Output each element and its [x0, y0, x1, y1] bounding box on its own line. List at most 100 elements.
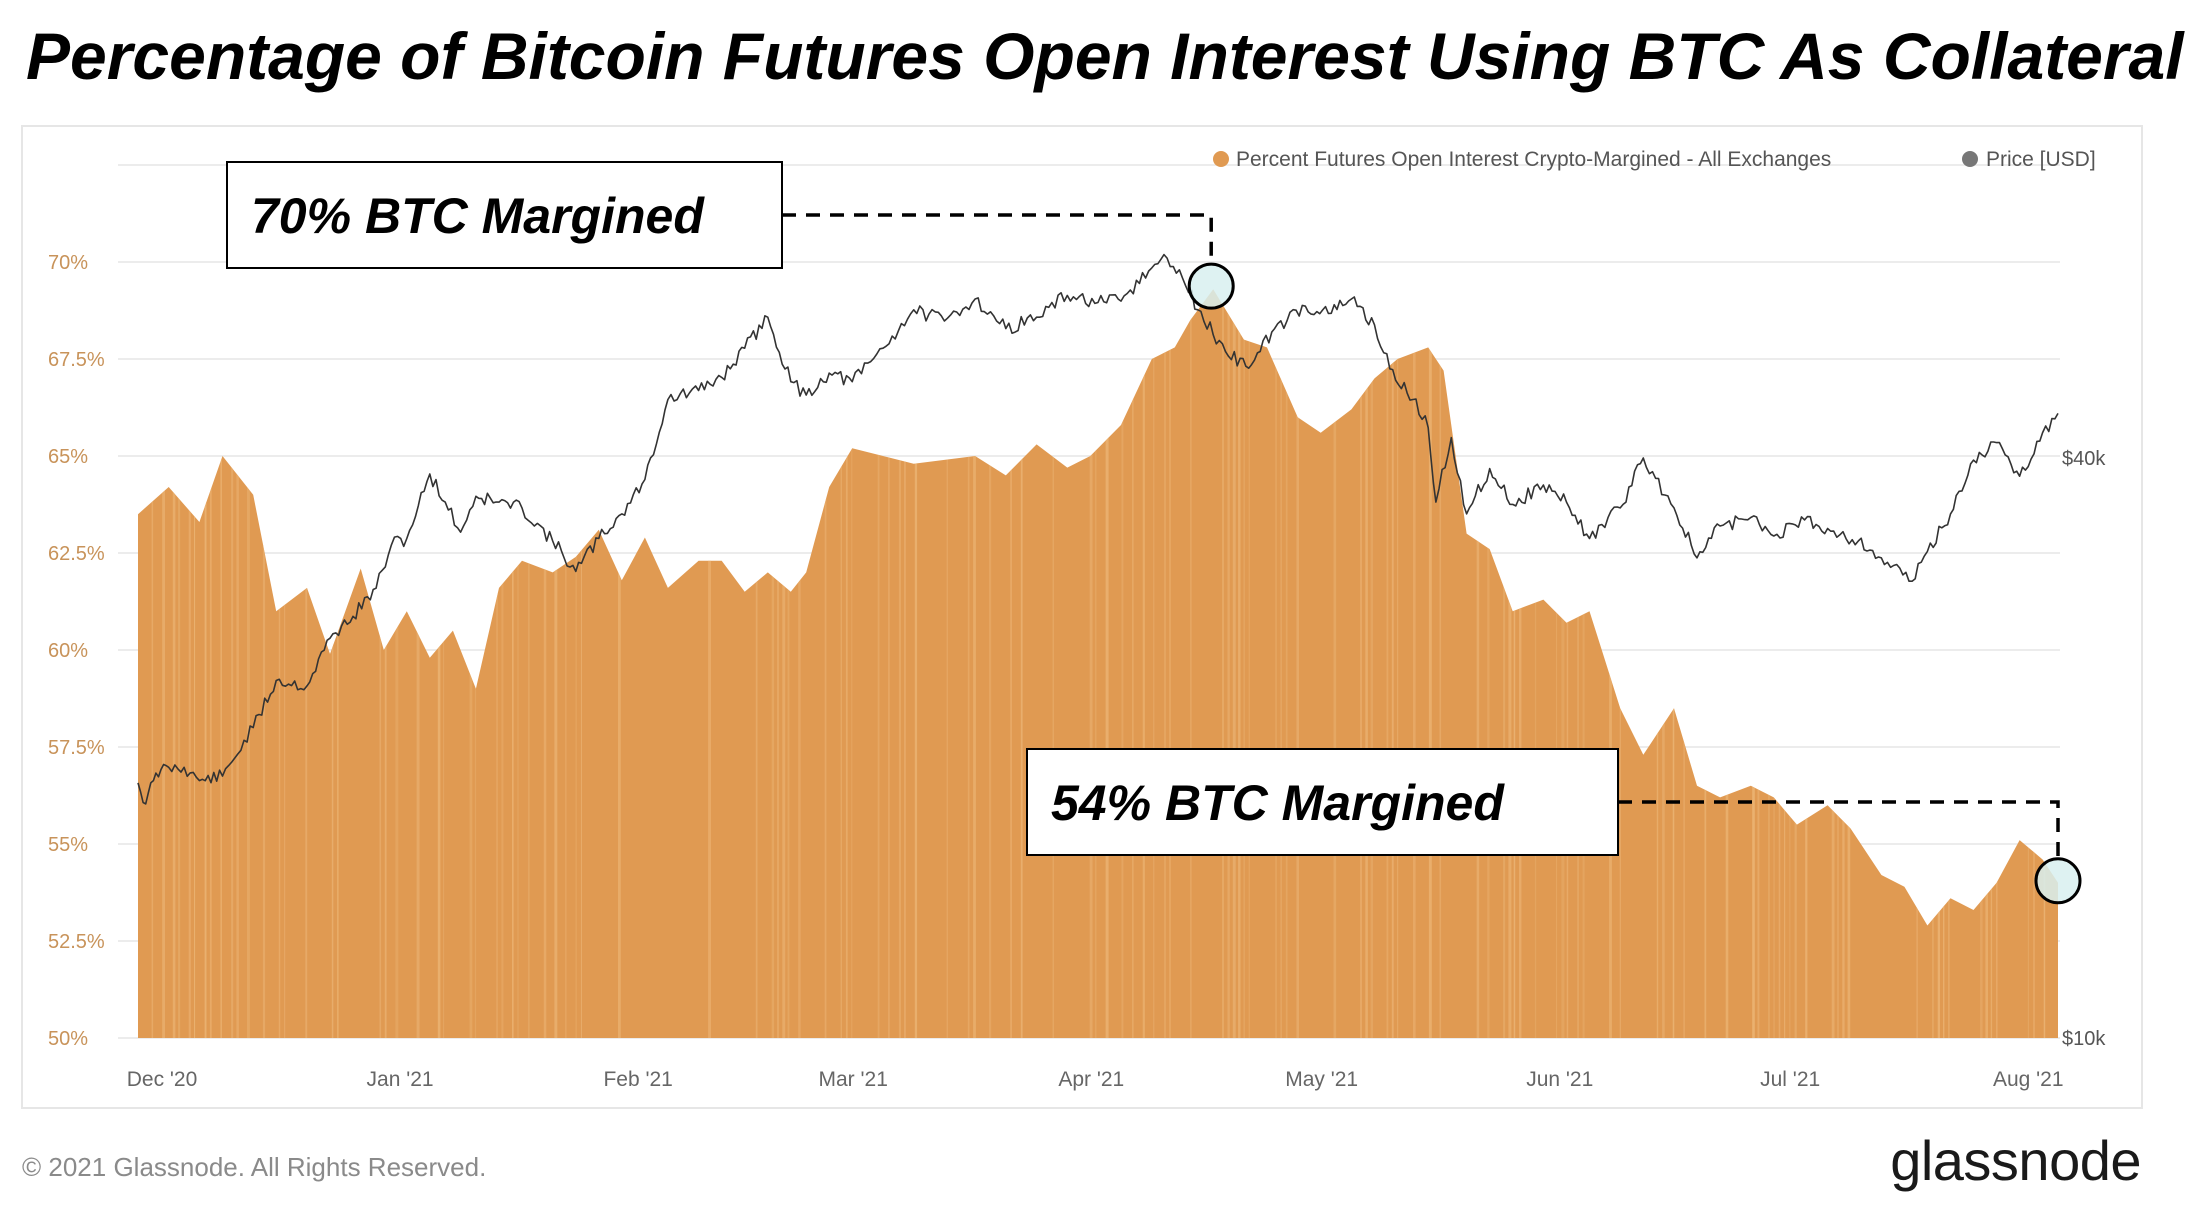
- price-line-layer: [137, 253, 2059, 805]
- area-stripe: [708, 289, 711, 1038]
- area-stripe: [777, 289, 780, 1038]
- area-stripe: [262, 289, 266, 1038]
- x-tick-label: Feb '21: [603, 1068, 672, 1091]
- area-stripe: [914, 289, 918, 1038]
- area-stripe: [845, 289, 848, 1038]
- y-left-tick-label: 60%: [48, 640, 88, 662]
- y-right-tick-label: $10k: [2062, 1028, 2106, 1050]
- area-stripe: [527, 289, 530, 1038]
- area-stripe: [618, 289, 621, 1038]
- area-stripe: [1503, 289, 1506, 1038]
- area-stripe: [1010, 289, 1012, 1038]
- area-stripe: [580, 289, 582, 1038]
- area-stripe: [824, 289, 827, 1038]
- area-stripe: [236, 289, 239, 1038]
- y-left-tick-label: 62.5%: [48, 543, 105, 565]
- area-stripe: [1121, 289, 1124, 1038]
- brand-logo: glassnode: [1890, 1129, 2141, 1192]
- area-stripe: [501, 289, 504, 1038]
- area-stripe: [1280, 289, 1282, 1038]
- area-stripe: [1508, 289, 1512, 1038]
- x-tick-label: Jan '21: [367, 1068, 434, 1091]
- annotation-marker: [2034, 857, 2082, 905]
- area-stripe: [220, 289, 222, 1038]
- area-stripe: [1582, 289, 1585, 1038]
- area-stripe: [1089, 289, 1093, 1038]
- area-stripe: [1428, 289, 1432, 1038]
- area-stripe: [305, 289, 308, 1038]
- x-axis-labels: Dec '20 Jan '21 Feb '21 Mar '21 Apr '21 May '…: [127, 1068, 2064, 1091]
- x-tick-label: Jun '21: [1526, 1068, 1593, 1091]
- legend: Percent Futures Open Interest Crypto-Mar…: [1213, 148, 2096, 171]
- area-stripe: [443, 289, 445, 1038]
- area-stripe: [1561, 289, 1565, 1038]
- area-stripe: [1556, 289, 1558, 1038]
- x-tick-label: Dec '20: [127, 1068, 198, 1091]
- area-stripe: [331, 289, 334, 1038]
- footer-copyright: © 2021 Glassnode. All Rights Reserved.: [22, 1152, 487, 1182]
- area-stripe: [851, 289, 853, 1038]
- area-stripe: [517, 289, 519, 1038]
- legend-label-price: Price [USD]: [1986, 148, 2096, 171]
- area-stripe: [1105, 289, 1109, 1038]
- area-stripe: [1397, 289, 1399, 1038]
- area-stripe: [543, 289, 547, 1038]
- legend-marker-price: [1962, 151, 1978, 167]
- area-stripe: [1163, 289, 1167, 1038]
- area-stripe: [1413, 289, 1416, 1038]
- area-stripe: [178, 289, 181, 1038]
- annotation-marker: [1187, 262, 1235, 310]
- area-stripe: [151, 289, 154, 1038]
- x-tick-label: Aug '21: [1993, 1068, 2064, 1091]
- area-stripe: [1169, 289, 1171, 1038]
- area-stripe: [284, 289, 286, 1038]
- annotation-label: 70% BTC Margined: [251, 188, 705, 244]
- area-stripe: [437, 289, 441, 1038]
- y-left-tick-label: 65%: [48, 446, 88, 468]
- area-stripe: [1566, 289, 1569, 1038]
- area-stripe: [379, 289, 382, 1038]
- area-stripe: [512, 289, 514, 1038]
- area-stripe: [1534, 289, 1537, 1038]
- area-stripe: [1222, 289, 1224, 1038]
- y-left-tick-label: 57.5%: [48, 737, 105, 759]
- price-line-series: [137, 253, 2059, 805]
- annotations: 70% BTC Margined 54% BTC Margined: [226, 161, 2082, 905]
- y-left-tick-label: 52.5%: [48, 931, 105, 953]
- area-stripe: [888, 289, 890, 1038]
- area-stripe: [877, 289, 880, 1038]
- area-stripe: [840, 289, 842, 1038]
- area-stripe: [782, 289, 786, 1038]
- y-axis-labels: 50% 52.5% 55% 57.5% 60% 62.5% 65% 67.5% 70% $10k $…: [48, 252, 2106, 1050]
- area-stripe: [1190, 289, 1192, 1038]
- area-stripe: [1370, 289, 1374, 1038]
- area-stripe: [416, 289, 420, 1038]
- area-stripe: [209, 289, 212, 1038]
- area-stripe: [204, 289, 207, 1038]
- y-left-tick-label: 55%: [48, 834, 88, 856]
- area-stripe: [172, 289, 176, 1038]
- area-stripe: [575, 289, 577, 1038]
- area-stripe: [1153, 289, 1155, 1038]
- area-stripe: [1513, 289, 1516, 1038]
- x-tick-label: Jul '21: [1760, 1068, 1820, 1091]
- area-stripe: [1142, 289, 1145, 1038]
- area-stripe: [973, 289, 976, 1038]
- y-left-tick-label: 70%: [48, 252, 88, 274]
- area-stripe: [1391, 289, 1394, 1038]
- area-stripe: [1275, 289, 1277, 1038]
- y-left-tick-label: 67.5%: [48, 349, 105, 371]
- area-stripe: [1227, 289, 1230, 1038]
- annotation-box: [226, 161, 783, 269]
- area-stripe: [1519, 289, 1522, 1038]
- area-stripe: [1476, 289, 1480, 1038]
- area-stripe: [1360, 289, 1362, 1038]
- page-title: Percentage of Bitcoin Futures Open Inter…: [26, 19, 2184, 93]
- area-stripe: [904, 289, 906, 1038]
- area-stripe: [1238, 289, 1241, 1038]
- area-stripe: [1296, 289, 1299, 1038]
- area-stripe: [231, 289, 234, 1038]
- annotation-box: [1026, 748, 1619, 856]
